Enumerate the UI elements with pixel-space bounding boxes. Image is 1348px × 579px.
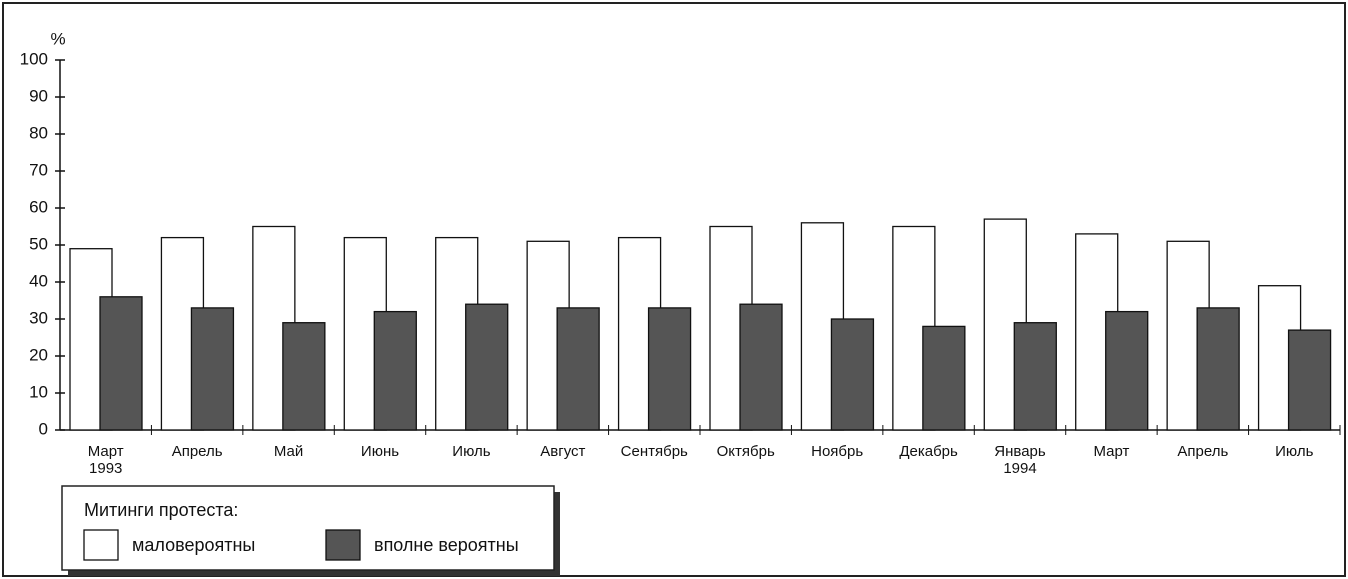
x-tick-label: Июль <box>1275 443 1313 460</box>
x-tick-label: Сентябрь <box>621 443 688 460</box>
y-tick-label: 30 <box>29 308 48 327</box>
y-tick-label: 100 <box>20 49 48 68</box>
x-tick-label: Март <box>1093 443 1129 460</box>
bar <box>830 318 875 431</box>
legend-label: маловероятны <box>132 535 255 555</box>
x-tick-label: Апрель <box>172 443 223 460</box>
bar <box>922 325 966 431</box>
y-tick-label: 90 <box>29 86 48 105</box>
x-tick-label: Октябрь <box>717 443 775 460</box>
bar <box>373 310 417 431</box>
legend-label: вполне вероятны <box>374 535 519 555</box>
x-tick-label: Август <box>540 443 585 460</box>
y-tick-label: 50 <box>29 234 48 253</box>
bar <box>647 307 692 431</box>
legend <box>61 485 555 571</box>
y-axis-label: % <box>50 29 65 48</box>
x-tick-label: Ноябрь <box>811 443 863 460</box>
bar <box>1105 310 1149 431</box>
y-tick-label: 80 <box>29 123 48 142</box>
legend-title: Митинги протеста: <box>84 500 238 520</box>
x-tick-label: Апрель <box>1177 443 1228 460</box>
y-tick-label: 70 <box>29 160 48 179</box>
bar <box>556 307 600 431</box>
bar <box>99 296 143 431</box>
x-tick-label: Июль <box>452 443 490 460</box>
bar <box>1196 307 1240 431</box>
bar <box>1287 329 1332 431</box>
legend-swatch <box>325 529 361 561</box>
y-tick-label: 40 <box>29 271 48 290</box>
bar <box>739 303 783 431</box>
y-tick-label: 10 <box>29 382 48 401</box>
x-tick-label: Май <box>274 443 303 460</box>
bar <box>190 307 235 431</box>
x-tick-label: Декабрь <box>899 443 958 460</box>
y-tick-label: 0 <box>39 419 48 438</box>
x-tick-label: Июнь <box>361 443 399 460</box>
x-tick-label: Март 1993 <box>88 443 124 477</box>
y-tick-label: 60 <box>29 197 48 216</box>
y-tick-label: 20 <box>29 345 48 364</box>
bar <box>282 322 326 431</box>
x-tick-label: Январь 1994 <box>994 443 1046 477</box>
bar <box>1013 322 1057 431</box>
bar <box>465 303 509 431</box>
legend-swatch <box>83 529 119 561</box>
